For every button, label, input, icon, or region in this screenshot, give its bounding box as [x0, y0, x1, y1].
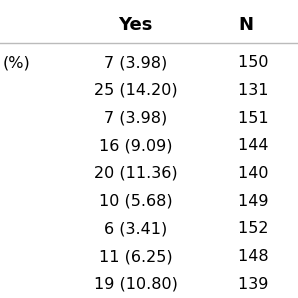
- Text: 11 (6.25): 11 (6.25): [99, 249, 173, 264]
- Text: 144: 144: [238, 138, 274, 153]
- Text: (%): (%): [3, 55, 31, 70]
- Text: 16 (9.09): 16 (9.09): [99, 138, 172, 153]
- Text: 131: 131: [238, 83, 274, 98]
- Text: 25 (14.20): 25 (14.20): [94, 83, 177, 98]
- Text: 6 (3.41): 6 (3.41): [104, 221, 167, 236]
- Text: 152: 152: [238, 221, 274, 236]
- Text: 151: 151: [238, 111, 274, 125]
- Text: 10 (5.68): 10 (5.68): [99, 194, 173, 209]
- Text: 150: 150: [238, 55, 274, 70]
- Text: 7 (3.98): 7 (3.98): [104, 111, 167, 125]
- Text: 149: 149: [238, 194, 274, 209]
- Text: 19 (10.80): 19 (10.80): [94, 277, 178, 292]
- Text: 148: 148: [238, 249, 274, 264]
- Text: 140: 140: [238, 166, 274, 181]
- Text: 7 (3.98): 7 (3.98): [104, 55, 167, 70]
- Text: 139: 139: [238, 277, 274, 292]
- Text: N: N: [238, 16, 253, 34]
- Text: Yes: Yes: [118, 16, 153, 34]
- Text: 20 (11.36): 20 (11.36): [94, 166, 177, 181]
